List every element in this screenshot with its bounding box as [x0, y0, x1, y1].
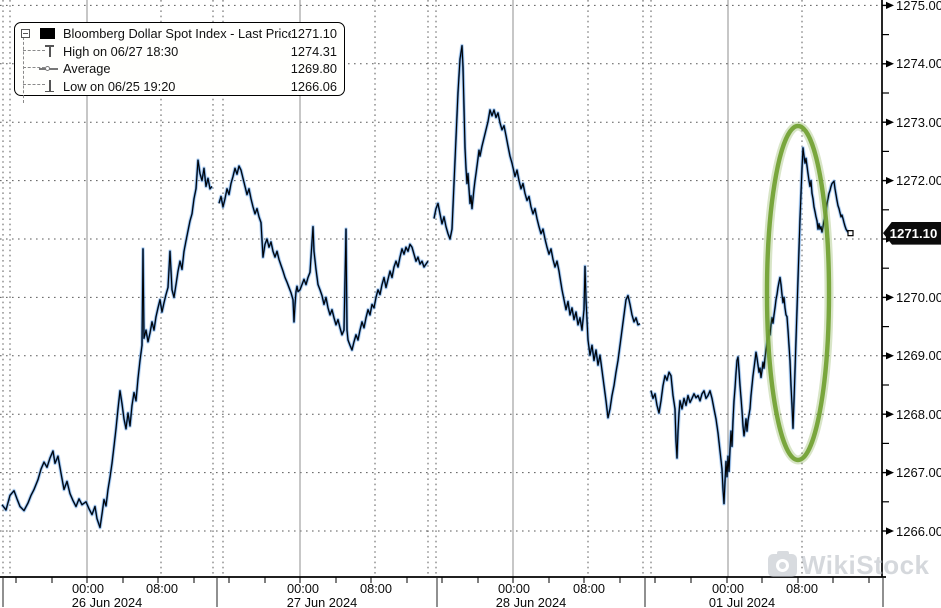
legend-tree-connector: [22, 37, 24, 103]
y-tick-arrow: [886, 469, 894, 477]
legend-collapse-icon[interactable]: [21, 29, 30, 38]
legend-value: 1266.06: [290, 78, 337, 94]
legend-row-average: Average 1269.80: [19, 60, 337, 78]
y-axis-label: 1267.00: [896, 465, 941, 481]
legend-tree-stub: [23, 50, 45, 51]
x-axis-time-label: 08:00: [572, 581, 606, 596]
x-axis-time-label: 00:00: [711, 581, 745, 596]
x-axis-date-label: 27 Jun 2024: [286, 595, 358, 608]
last-price-badge: 1271.10: [883, 221, 941, 245]
legend-tree-col: [19, 60, 36, 78]
x-axis-time-label: 08:00: [145, 581, 179, 596]
y-tick-arrow: [886, 293, 894, 301]
y-tick-arrow: [886, 410, 894, 418]
legend-row-low: Low on 06/25 19:20 1266.06: [19, 78, 337, 96]
wikistock-watermark: WikiStock: [768, 550, 930, 581]
legend-row-series: Bloomberg Dollar Spot Index - Last Price…: [19, 25, 337, 43]
legend-label: High on 06/27 18:30: [63, 43, 179, 59]
x-axis-time-label: 00:00: [286, 581, 320, 596]
x-axis-time-label: 08:00: [359, 581, 393, 596]
price-line: [433, 45, 641, 419]
camera-icon: [768, 551, 797, 577]
price-line-halo: [432, 43, 641, 420]
legend-tree-col: [19, 78, 36, 96]
legend-tree-stub: [23, 67, 45, 68]
legend-row-high: High on 06/27 18:30 1274.31: [19, 43, 337, 61]
y-tick-arrow: [886, 177, 894, 185]
y-axis-label: 1270.00: [896, 289, 941, 305]
y-tick-arrow: [886, 1, 894, 9]
x-axis-time-label: 00:00: [71, 581, 105, 596]
low-marker-icon: [44, 80, 55, 92]
legend-label: Low on 06/25 19:20: [63, 78, 176, 94]
watermark-text: WikiStock: [801, 550, 930, 580]
y-axis-label: 1274.00: [896, 56, 941, 72]
y-tick-arrow: [886, 527, 894, 535]
x-axis-time-label: 00:00: [497, 581, 531, 596]
legend-tree-stub: [23, 84, 45, 85]
y-tick-arrow: [886, 60, 894, 68]
x-axis-date-label: 28 Jun 2024: [495, 595, 567, 608]
chart-legend: Bloomberg Dollar Spot Index - Last Price…: [14, 22, 345, 103]
y-axis-label: 1266.00: [896, 523, 941, 539]
average-marker-icon: [39, 66, 58, 70]
legend-tree-col: [19, 25, 36, 43]
y-axis-label: 1275.00: [896, 0, 941, 13]
y-axis-label: 1268.00: [896, 406, 941, 422]
annotation-ellipse: [764, 123, 832, 463]
last-point-marker: [847, 230, 854, 237]
x-axis-date-label: 01 Jul 2024: [708, 595, 776, 608]
series-marker-icon: [40, 28, 55, 39]
legend-value: 1271.10: [290, 26, 337, 42]
legend-label: Average: [63, 61, 111, 77]
legend-value: 1274.31: [290, 43, 337, 59]
x-axis-time-label: 08:00: [785, 581, 819, 596]
y-tick-arrow: [886, 118, 894, 126]
y-tick-arrow: [886, 352, 894, 360]
legend-rows: Bloomberg Dollar Spot Index - Last Price…: [19, 25, 337, 95]
x-axis-date-label: 26 Jun 2024: [71, 595, 143, 608]
legend-tree-col: [19, 43, 36, 61]
price-line: [1, 159, 213, 529]
high-marker-icon: [44, 45, 55, 57]
y-axis-label: 1272.00: [896, 173, 941, 189]
y-axis-label: 1269.00: [896, 348, 941, 364]
legend-label: Bloomberg Dollar Spot Index - Last Price: [63, 26, 291, 42]
y-axis-label: 1273.00: [896, 114, 941, 130]
legend-value: 1269.80: [290, 61, 337, 77]
price-line: [218, 165, 429, 351]
